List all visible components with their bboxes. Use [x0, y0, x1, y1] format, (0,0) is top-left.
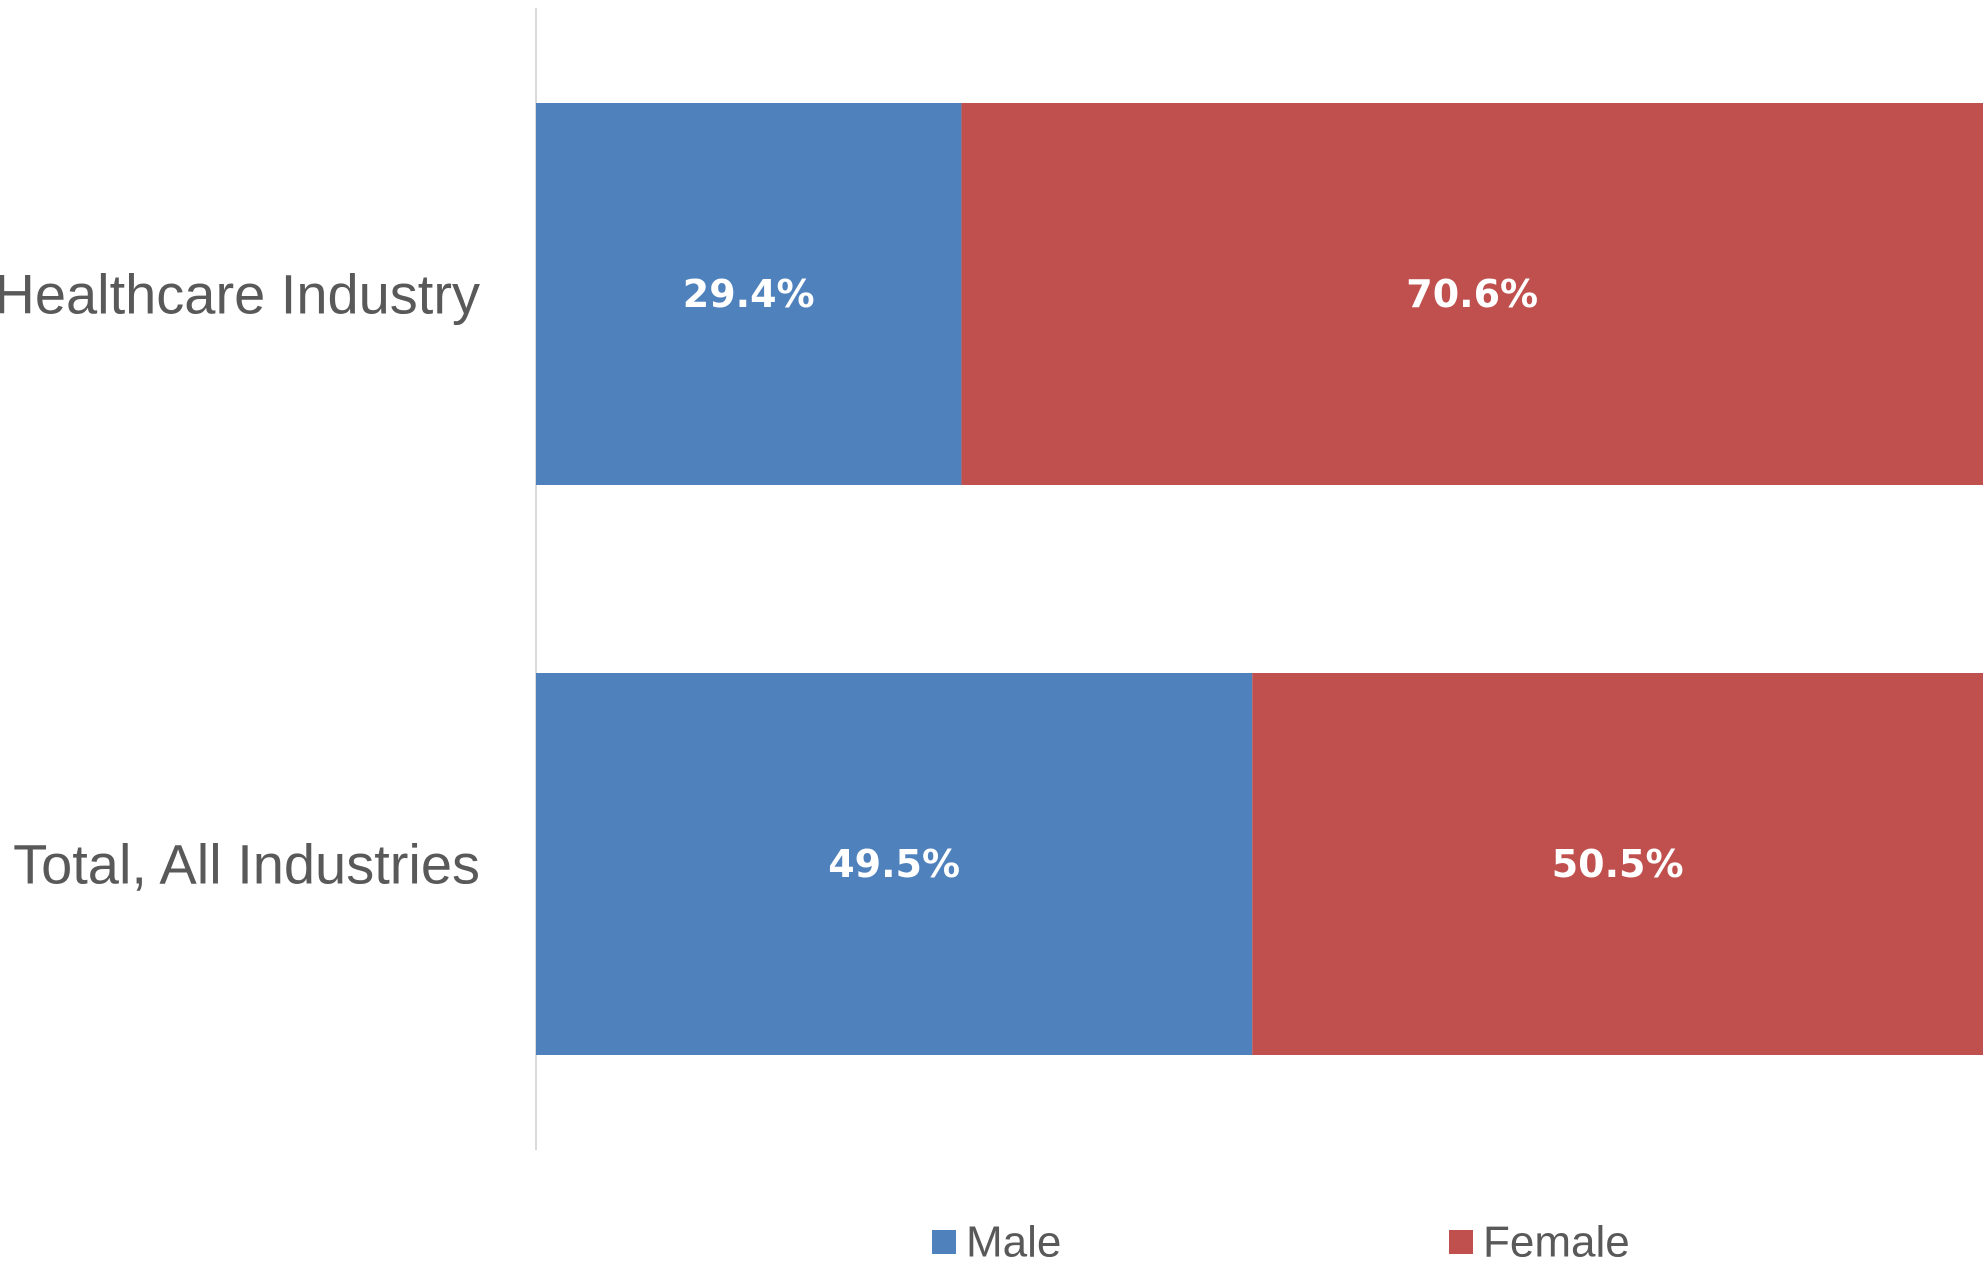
legend: Male Female	[932, 1218, 1630, 1262]
legend-swatch-male	[932, 1230, 956, 1254]
data-labels: 29.4% 70.6% 49.5% 50.5%	[683, 272, 1684, 886]
data-label-female-1: 50.5%	[1552, 842, 1684, 886]
bars-group	[536, 103, 1983, 1055]
legend-label-female: Female	[1483, 1218, 1630, 1262]
bar-male-0	[536, 103, 962, 485]
legend-swatch-female	[1449, 1230, 1473, 1254]
category-labels: Healthcare Industry Total, All Industries	[0, 263, 480, 896]
bar-female-0	[961, 103, 1983, 485]
data-label-female-0: 70.6%	[1406, 272, 1538, 316]
category-label-1: Total, All Industries	[13, 833, 480, 896]
legend-label-male: Male	[966, 1218, 1061, 1262]
data-label-male-0: 29.4%	[683, 272, 815, 316]
bar-female-1	[1252, 673, 1983, 1055]
category-label-0: Healthcare Industry	[0, 263, 480, 326]
bar-male-1	[536, 673, 1253, 1055]
data-label-male-1: 49.5%	[828, 842, 960, 886]
